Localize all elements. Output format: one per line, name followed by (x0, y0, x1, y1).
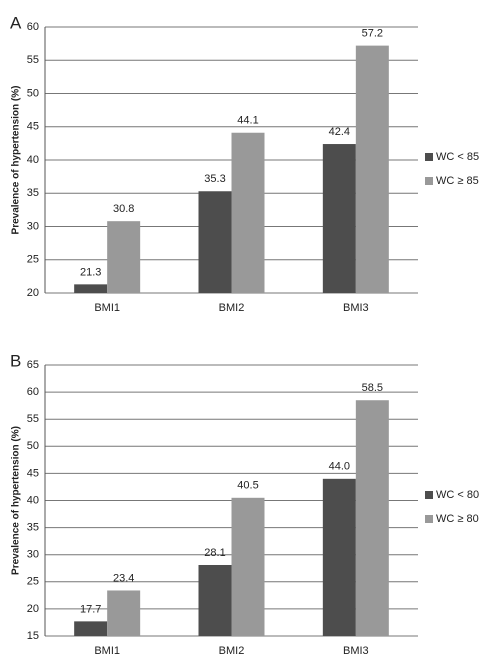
x-tick-label: BMI3 (343, 645, 369, 657)
y-tick-label: 25 (27, 576, 39, 588)
value-label: 58.5 (362, 382, 383, 394)
legend-swatch (425, 177, 433, 185)
y-tick-label: 20 (27, 287, 39, 299)
y-tick-label: 40 (27, 494, 39, 506)
legend-label: WC ≥ 85 (436, 175, 479, 187)
bar (74, 621, 108, 636)
bar (322, 478, 356, 636)
x-tick-label: BMI3 (343, 302, 369, 314)
y-tick-label: 45 (27, 467, 39, 479)
y-tick-label: 20 (27, 603, 39, 615)
bar (198, 191, 232, 293)
y-tick-label: 50 (27, 440, 39, 452)
y-tick-label: 60 (27, 21, 39, 33)
legend-swatch (425, 153, 433, 161)
value-label: 35.3 (204, 173, 225, 185)
bar (355, 400, 389, 636)
y-tick-label: 30 (27, 220, 39, 232)
bar (231, 132, 265, 293)
value-label: 44.1 (237, 115, 258, 127)
x-tick-label: BMI2 (219, 302, 245, 314)
value-label: 30.8 (113, 203, 134, 215)
value-label: 28.1 (204, 547, 225, 559)
y-tick-label: 35 (27, 187, 39, 199)
legend-swatch (425, 515, 433, 523)
x-tick-label: BMI1 (94, 645, 120, 657)
value-label: 21.3 (80, 266, 101, 278)
value-label: 57.2 (362, 28, 383, 40)
bar (231, 497, 265, 636)
y-tick-label: 35 (27, 522, 39, 534)
x-tick-label: BMI1 (94, 302, 120, 314)
y-tick-label: 50 (27, 87, 39, 99)
x-tick-label: BMI2 (219, 645, 245, 657)
value-label: 42.4 (329, 126, 350, 138)
y-axis-title: Prevalence of hypertension (%) (11, 426, 22, 575)
y-tick-label: 55 (27, 54, 39, 66)
bar (74, 284, 108, 293)
y-axis-title: Prevalence of hypertension (%) (11, 86, 22, 235)
y-tick-label: 15 (27, 630, 39, 642)
y-tick-label: 65 (27, 359, 39, 371)
bar (107, 221, 141, 293)
value-label: 23.4 (113, 572, 134, 584)
legend-label: WC < 85 (436, 151, 479, 163)
legend-label: WC < 80 (436, 489, 479, 501)
legend-swatch (425, 491, 433, 499)
panel-label: B (10, 351, 21, 370)
value-label: 40.5 (237, 480, 258, 492)
y-tick-label: 30 (27, 549, 39, 561)
bar (322, 144, 356, 293)
bar (198, 564, 232, 636)
y-tick-label: 55 (27, 413, 39, 425)
y-tick-label: 25 (27, 254, 39, 266)
y-tick-label: 45 (27, 121, 39, 133)
y-tick-label: 40 (27, 154, 39, 166)
panel-label: A (10, 13, 22, 32)
bar (355, 45, 389, 294)
y-tick-label: 60 (27, 386, 39, 398)
legend-label: WC ≥ 80 (436, 513, 479, 525)
bar (107, 590, 141, 636)
value-label: 17.7 (80, 603, 101, 615)
value-label: 44.0 (329, 461, 350, 473)
